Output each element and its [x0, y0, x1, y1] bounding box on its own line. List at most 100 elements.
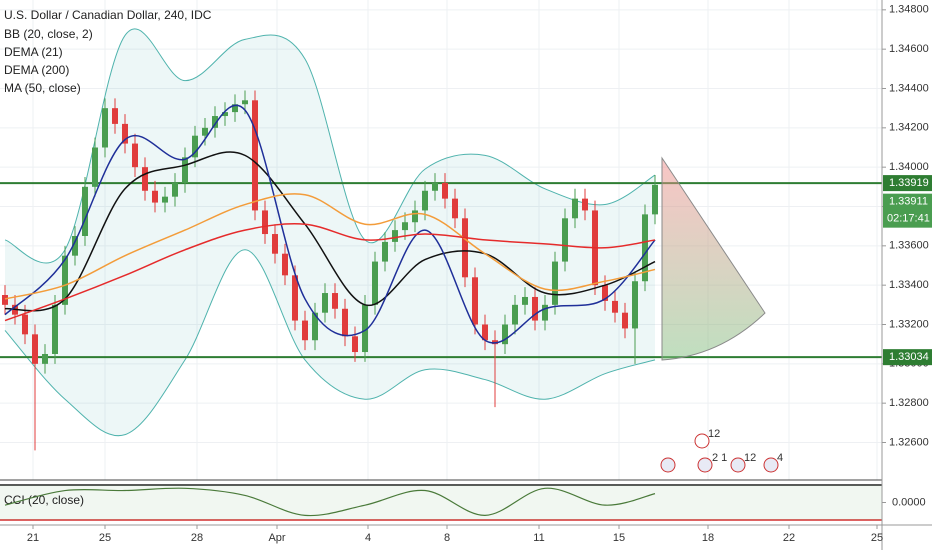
- candle-body: [612, 300, 618, 313]
- x-tick-label: 11: [533, 532, 544, 544]
- candle-body: [212, 116, 218, 128]
- candle-body: [42, 354, 48, 364]
- candle-body: [442, 182, 448, 199]
- candle-body: [82, 186, 88, 236]
- indicator-line: [4, 151, 656, 312]
- bollinger-fill: [5, 28, 655, 436]
- x-tick-label: 21: [27, 532, 39, 544]
- candle-body: [182, 157, 188, 183]
- x-tick-label: 25: [871, 532, 883, 544]
- candle-body: [242, 100, 248, 105]
- candle-body: [382, 241, 388, 262]
- y-tick-label: 1.34000: [889, 161, 929, 173]
- candle-body: [192, 135, 198, 158]
- candle-body: [152, 190, 158, 203]
- candle-body: [232, 104, 238, 113]
- plot: [0, 28, 882, 437]
- candle-body: [422, 190, 428, 211]
- forecast-shape: [661, 156, 766, 361]
- chart-title: U.S. Dollar / Canadian Dollar, 240, IDC: [4, 8, 212, 22]
- candle-body: [452, 198, 458, 219]
- event-flag[interactable]: [694, 433, 710, 449]
- candle-body: [332, 293, 338, 309]
- cci-label: CCI (20, close): [4, 493, 84, 507]
- x-tick-label: 15: [613, 532, 625, 544]
- y-tick-label: 1.32600: [889, 436, 929, 448]
- indicator-line: [4, 193, 656, 300]
- level-tag-label: 1.33034: [889, 351, 929, 363]
- event-flag[interactable]: [730, 457, 746, 473]
- event-label: 4: [777, 452, 783, 464]
- candle-body: [32, 334, 38, 364]
- candle-body: [52, 304, 58, 354]
- candle-body: [552, 261, 558, 305]
- bollinger-upper: [4, 28, 656, 264]
- candle-body: [352, 336, 358, 353]
- candle-body: [172, 182, 178, 197]
- event-label: 12: [744, 452, 756, 464]
- candle-body: [562, 218, 568, 262]
- legend-entry: DEMA (200): [4, 63, 69, 77]
- event-label: 12: [708, 428, 720, 440]
- legend-entry: BB (20, close, 2): [4, 27, 93, 41]
- candle-body: [132, 143, 138, 168]
- candle-body: [302, 320, 308, 341]
- overlay: [2, 90, 658, 451]
- event-label: 2 1: [712, 452, 727, 464]
- candle-body: [312, 312, 318, 341]
- last-price-tag: [883, 193, 932, 228]
- last-price-label: 1.33911: [889, 196, 928, 208]
- candle-body: [142, 167, 148, 191]
- candle-body: [62, 255, 68, 305]
- y-tick-label: 1.34400: [889, 82, 929, 94]
- cci-line: [4, 487, 656, 517]
- candle-body: [632, 281, 638, 329]
- candle-body: [282, 253, 288, 276]
- candle-body: [252, 100, 258, 211]
- y-tick-label: 1.32800: [889, 397, 929, 409]
- event-icons: [660, 433, 779, 473]
- candle-body: [582, 198, 588, 211]
- legend-entry: DEMA (21): [4, 45, 63, 59]
- indicator-line: [4, 223, 656, 322]
- x-tick-label: 8: [444, 532, 450, 544]
- candle-body: [572, 198, 578, 219]
- level-tag-label: 1.33919: [889, 177, 929, 189]
- candle-body: [202, 127, 208, 136]
- cci-tick-label: 0.0000: [892, 496, 926, 508]
- candle-body: [292, 275, 298, 321]
- y-tick-label: 1.33400: [889, 279, 929, 291]
- countdown-label: 02:17:41: [887, 213, 930, 225]
- candle-body: [462, 218, 468, 278]
- candle-body: [432, 182, 438, 191]
- y-tick-label: 1.33200: [889, 318, 929, 330]
- x-tick-label: 4: [365, 532, 371, 544]
- candle-body: [262, 210, 268, 235]
- candle-body: [22, 314, 28, 335]
- event-flag[interactable]: [697, 457, 713, 473]
- candle-body: [392, 230, 398, 242]
- candle-body: [622, 312, 628, 329]
- x-tick-label: Apr: [268, 532, 285, 544]
- candle-body: [2, 295, 8, 305]
- candle-body: [542, 304, 548, 321]
- candle-body: [502, 324, 508, 345]
- event-flag[interactable]: [660, 457, 676, 473]
- candle-body: [652, 184, 658, 215]
- y-tick-label: 1.33600: [889, 240, 929, 252]
- legend-entry: MA (50, close): [4, 81, 81, 95]
- candle-body: [102, 108, 108, 148]
- candle-body: [522, 296, 528, 305]
- event-flag[interactable]: [763, 457, 779, 473]
- x-tick-label: 22: [783, 532, 795, 544]
- x-tick-label: 25: [99, 532, 111, 544]
- indicator-line: [4, 104, 656, 344]
- candle-body: [342, 308, 348, 337]
- candle-body: [322, 293, 328, 313]
- candle-body: [362, 304, 368, 353]
- y-tick-label: 1.34800: [889, 4, 929, 16]
- bollinger-lower: [4, 249, 656, 437]
- candle-body: [602, 285, 608, 301]
